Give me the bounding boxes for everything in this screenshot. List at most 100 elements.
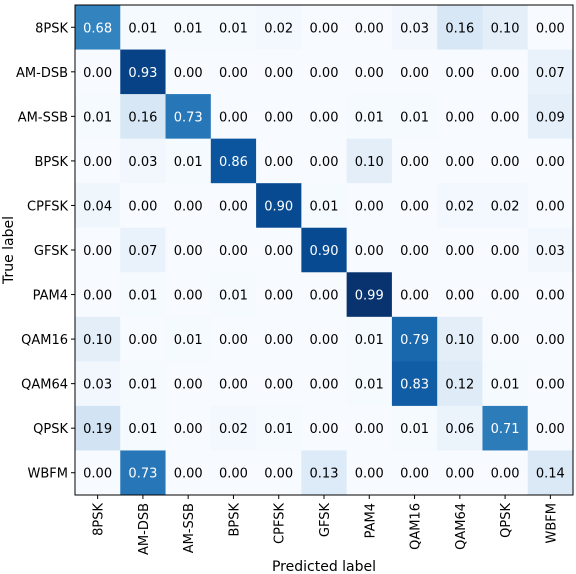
y-axis-title: True label [1,216,17,285]
cell-value-label: 0.00 [174,66,203,81]
cell-value-label: 0.00 [219,110,248,125]
heatmap-cell [301,272,348,318]
x-tick-label: WBFM [544,503,559,543]
cell-value-label: 0.00 [310,422,339,437]
heatmap-cell [437,49,483,95]
heatmap-cell [482,272,529,318]
cell-value-label: 0.00 [400,199,429,214]
cell-value-label: 0.00 [310,378,339,393]
y-tick-label: CPFSK [27,199,68,214]
heatmap-cell [437,94,483,140]
cell-value-label: 0.03 [400,21,429,36]
heatmap-cell [165,405,212,451]
cell-value-label: 0.00 [83,66,112,81]
x-tick-label: AM-SSB [182,503,197,553]
heatmap-cell-values: 0.68 0.01 0.01 0.01 0.02 0.00 0.00 0.03 0.16 0.10… [83,21,565,481]
heatmap-cell [165,183,212,229]
heatmap-cell [527,405,574,451]
heatmap-cell [165,316,212,362]
heatmap-cell [437,361,483,407]
cell-value-label: 0.00 [355,21,384,36]
heatmap-cell [120,183,167,229]
heatmap-cell [437,405,483,451]
heatmap-cell [391,405,438,451]
heatmap-cell [75,316,121,362]
heatmap-cell [75,405,121,451]
y-tick-label: QAM16 [21,333,68,348]
heatmap-cell [120,138,167,184]
cell-value-label: 0.83 [400,378,429,393]
heatmap-cell [120,5,167,51]
cell-value-label: 0.07 [536,66,565,81]
cell-value-label: 0.99 [355,289,384,304]
cell-value-label: 0.00 [264,66,293,81]
heatmap-cell [256,316,302,362]
cell-value-label: 0.00 [264,289,293,304]
heatmap-cell [437,183,483,229]
cell-value-label: 0.00 [264,378,293,393]
y-tick-label: 8PSK [35,21,68,36]
heatmap-cell [346,183,393,229]
heatmap-cell [256,49,302,95]
heatmap-cell [391,272,438,318]
heatmap-cell [210,316,257,362]
cell-value-label: 0.00 [491,155,520,170]
cell-value-label: 0.01 [491,378,520,393]
cell-value-label: 0.01 [83,110,112,125]
cell-value-label: 0.00 [310,66,339,81]
heatmap-cell [210,405,257,451]
heatmap-cell [391,94,438,140]
cell-value-label: 0.00 [83,244,112,259]
cell-value-label: 0.00 [310,289,339,304]
heatmap-cell [301,183,348,229]
cell-value-label: 0.01 [400,422,429,437]
cell-value-label: 0.00 [219,467,248,482]
cell-value-label: 0.00 [400,467,429,482]
heatmap-cell [391,5,438,51]
cell-value-label: 0.02 [491,199,520,214]
heatmap-cell [165,361,212,407]
heatmap-cell [256,94,302,140]
cell-value-label: 0.00 [536,378,565,393]
heatmap-cell [346,405,393,451]
heatmap-cell [75,138,121,184]
heatmap-cell [301,49,348,95]
heatmap-cell [120,405,167,451]
heatmap-cell [75,361,121,407]
x-tick-label: QAM64 [454,503,469,550]
cell-value-label: 0.01 [310,199,339,214]
cell-value-label: 0.00 [491,244,520,259]
heatmap-cell [482,138,529,184]
x-tick-label: CPFSK [273,503,288,544]
cell-value-label: 0.19 [83,422,112,437]
cell-value-label: 0.86 [219,155,248,170]
heatmap-cell [75,227,121,273]
heatmap-cell [391,183,438,229]
heatmap-cell [527,450,574,496]
heatmap-cell [75,272,121,318]
heatmap-cells [75,5,574,496]
cell-value-label: 0.00 [219,199,248,214]
heatmap-cell [210,138,257,184]
heatmap-cell [527,183,574,229]
heatmap-cell [210,94,257,140]
cell-value-label: 0.00 [219,333,248,348]
y-tick-label: AM-DSB [16,66,68,81]
heatmap-cell [256,183,302,229]
heatmap-cell [210,272,257,318]
heatmap-cell [391,49,438,95]
heatmap-cell [527,272,574,318]
heatmap-cell [346,316,393,362]
y-tick-label: QAM64 [21,378,68,393]
heatmap-cell [120,450,167,496]
heatmap-cell [210,49,257,95]
cell-value-label: 0.00 [219,66,248,81]
x-axis-title: Predicted label [272,559,376,574]
cell-value-label: 0.16 [128,110,157,125]
cell-value-label: 0.00 [174,378,203,393]
cell-value-label: 0.00 [174,199,203,214]
heatmap-cell [482,361,529,407]
cell-value-label: 0.00 [491,66,520,81]
cell-value-label: 0.90 [310,244,339,259]
y-tick-label: QPSK [33,422,68,437]
